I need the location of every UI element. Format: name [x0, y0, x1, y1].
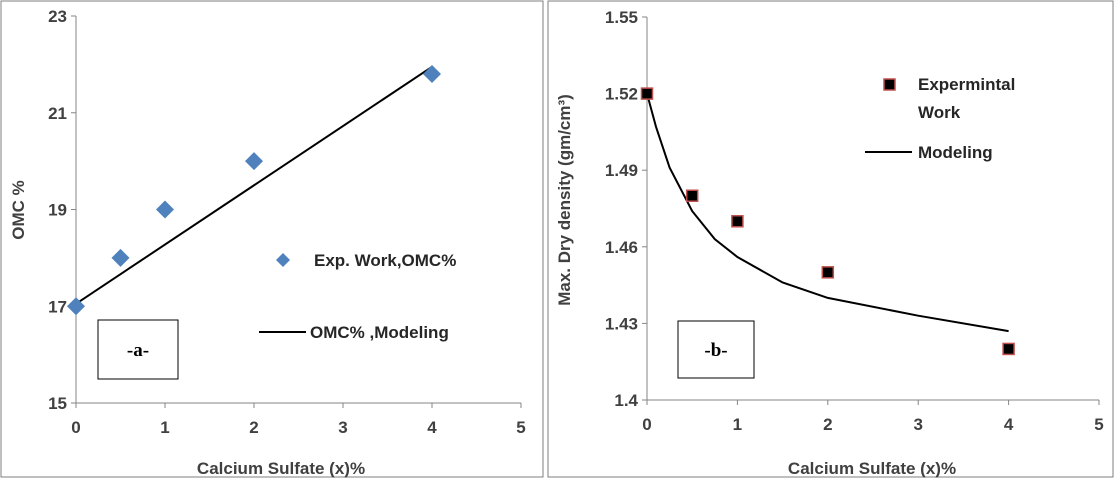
chart-a-ylabel: OMC % [9, 180, 28, 240]
y-tick-label: 1.55 [605, 8, 638, 27]
legend-item-exp: Exp. Work,OMC% [314, 251, 456, 270]
y-tick-label: 15 [48, 394, 67, 413]
x-tick-label: 4 [1004, 415, 1014, 434]
y-tick-label: 19 [48, 201, 67, 220]
chart-b-series-exp [640, 87, 1015, 356]
y-tick-label: 1.43 [605, 314, 638, 333]
data-point [67, 297, 85, 316]
data-point [156, 200, 174, 219]
chart-a-frame [0, 0, 544, 478]
data-point [1002, 342, 1015, 356]
x-tick-label: 1 [733, 415, 742, 434]
data-point [821, 266, 835, 279]
x-tick-label: 5 [1094, 415, 1103, 434]
chart-b: 1.4 1.43 1.46 1.49 1.52 1.55 0 1 2 3 4 5 Max. Dry … [547, 0, 1114, 478]
data-point [111, 248, 130, 267]
y-tick-label: 1.46 [605, 238, 638, 257]
panel-tag-box [97, 319, 179, 380]
y-tick-label: 1.49 [605, 161, 638, 180]
panel-tag-text: -b- [704, 340, 727, 361]
chart-a-y-ticks: 15 17 19 21 23 [48, 7, 76, 413]
data-point [245, 152, 263, 171]
chart-b-frame [547, 0, 1114, 478]
chart-b-series-modeling [646, 93, 1009, 333]
chart-a-x-ticks: 0 1 2 3 4 5 [71, 403, 526, 437]
chart-b-panel-tag: -b- [677, 320, 755, 379]
chart-a-series-modeling [75, 65, 433, 305]
x-tick-label: 2 [249, 418, 258, 437]
x-tick-label: 3 [913, 415, 922, 434]
x-tick-label: 2 [823, 415, 832, 434]
legend-item-modeling: OMC% ,Modeling [310, 323, 449, 342]
legend-item-exp-line2: Work [918, 103, 961, 122]
data-point [423, 65, 441, 84]
x-tick-label: 0 [642, 415, 651, 434]
legend-item-exp-line1: Expermintal [918, 75, 1015, 94]
y-tick-label: 17 [48, 297, 67, 316]
modeling-line [646, 93, 1009, 333]
modeling-line [75, 65, 433, 305]
x-tick-label: 0 [71, 418, 80, 437]
x-tick-label: 1 [160, 418, 169, 437]
y-tick-label: 1.52 [605, 85, 638, 104]
data-point [685, 189, 699, 202]
panel-tag-box [677, 320, 755, 379]
chart-a-legend: Exp. Work,OMC% OMC% ,Modeling [259, 251, 456, 342]
chart-b-legend: Expermintal Work Modeling [865, 75, 1015, 162]
panel-tag-text: -a- [127, 340, 149, 361]
data-point [640, 87, 654, 100]
x-tick-label: 3 [338, 418, 347, 437]
chart-b-y-ticks: 1.4 1.43 1.46 1.49 1.52 1.55 [605, 8, 647, 410]
chart-b-xlabel: Calcium Sulfate (x)% [788, 459, 956, 478]
data-point [731, 215, 744, 228]
x-tick-label: 5 [516, 418, 525, 437]
legend-item-modeling: Modeling [918, 143, 993, 162]
chart-b-ylabel: Max. Dry density (gm/cm³) [555, 94, 574, 306]
legend-diamond-marker [276, 253, 290, 267]
legend-square-marker [883, 78, 896, 91]
chart-b-plot-area [646, 17, 1099, 401]
chart-a-panel-tag: -a- [97, 319, 179, 380]
chart-a-series-exp [67, 65, 441, 316]
chart-a-xlabel: Calcium Sulfate (x)% [197, 459, 365, 478]
chart-b-x-ticks: 0 1 2 3 4 5 [642, 400, 1104, 434]
x-tick-label: 4 [427, 418, 437, 437]
y-tick-label: 21 [48, 104, 67, 123]
y-tick-label: 1.4 [614, 391, 638, 410]
y-tick-label: 23 [48, 7, 67, 26]
